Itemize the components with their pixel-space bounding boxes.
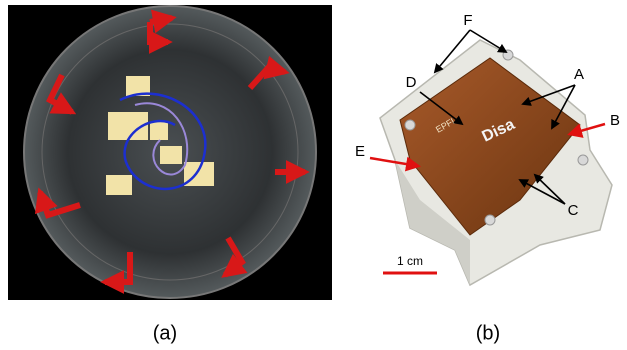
panel-label: (a) [153, 322, 177, 344]
figure: (a) EPFL Disa F D A B E C 1 cm (b) [0, 0, 627, 350]
annotation-label: B [610, 112, 620, 129]
annotation-label: C [568, 202, 579, 219]
annotation-label: A [574, 66, 584, 83]
annotation-label: F [463, 12, 472, 29]
annotation-label: D [406, 74, 417, 91]
annotation-label: E [355, 143, 365, 160]
panel-a: (a) [8, 5, 332, 344]
panel-b: EPFL Disa F D A B E C 1 cm (b) [355, 12, 620, 344]
scale-bar-label: 1 cm [397, 254, 423, 268]
panel-label: (b) [476, 322, 500, 344]
